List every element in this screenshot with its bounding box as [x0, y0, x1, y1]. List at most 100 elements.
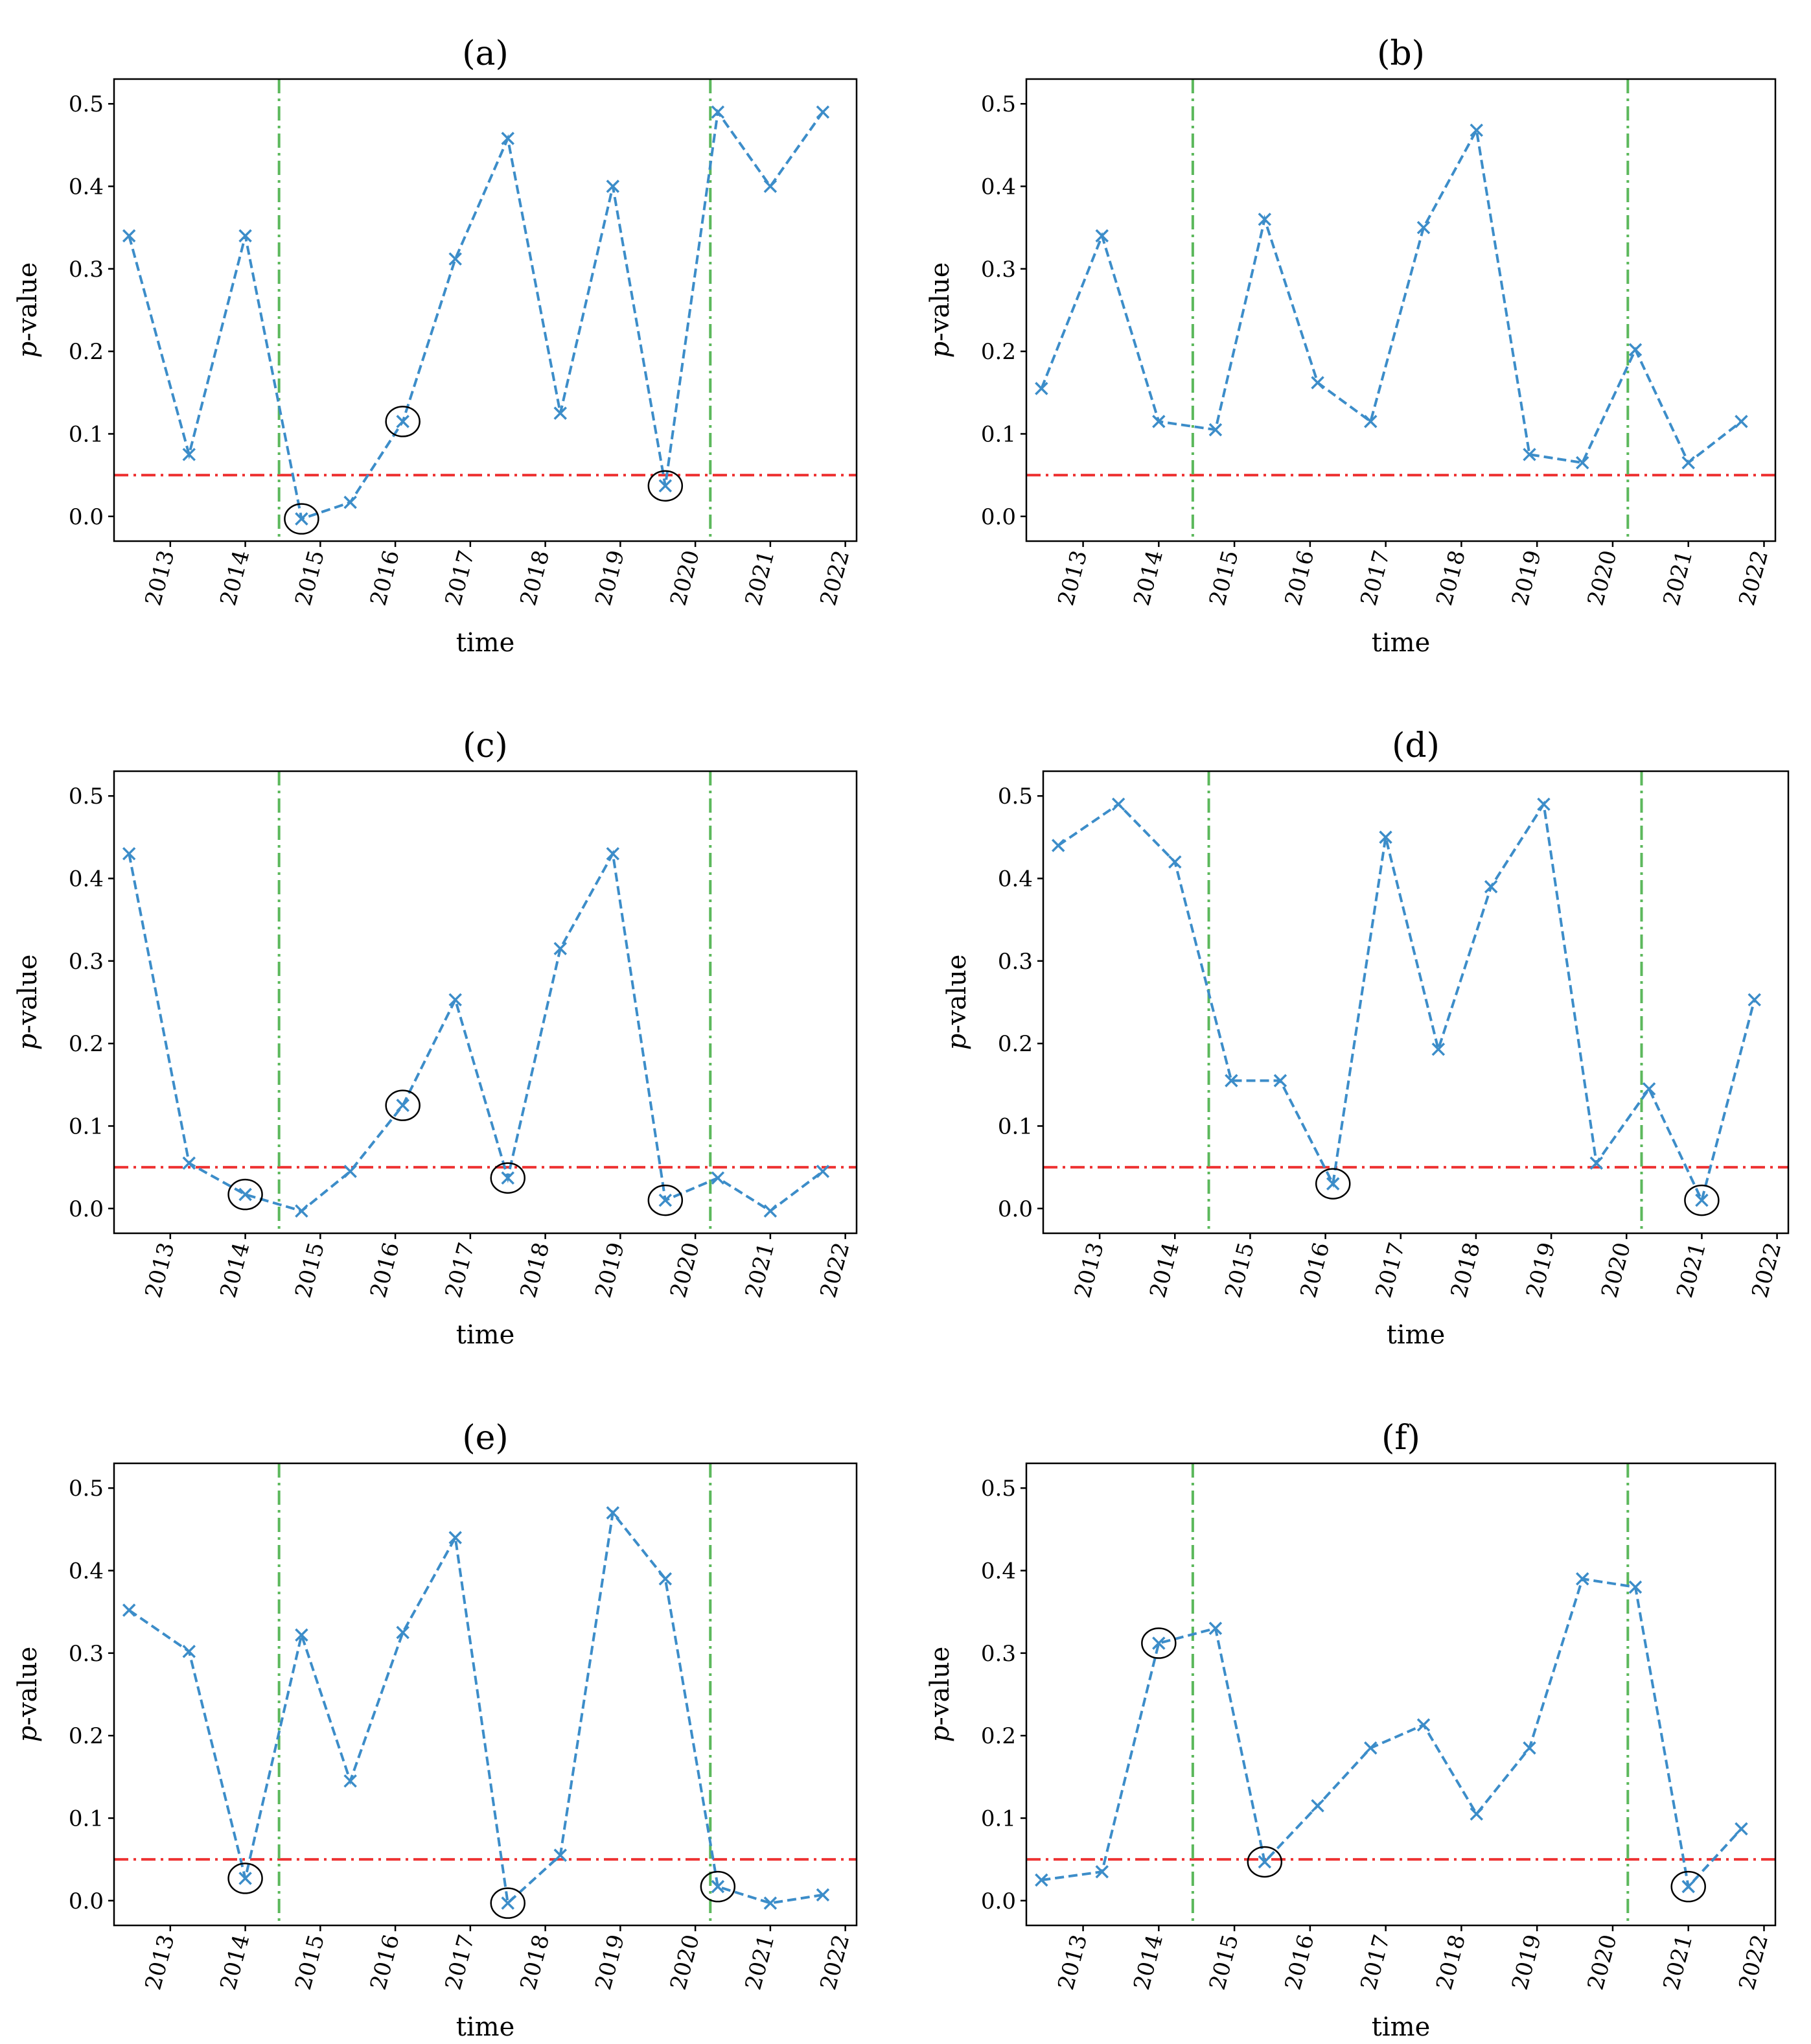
- highlight-circle: [1141, 1627, 1177, 1659]
- y-axis-label-italic: p: [13, 1034, 43, 1051]
- x-tick-label: 2016: [1280, 1932, 1320, 1993]
- data-point-marker: [1416, 1718, 1431, 1732]
- data-point-marker: [1258, 213, 1272, 226]
- data-point-marker: [501, 132, 514, 145]
- x-tick-label: 2019: [1521, 1240, 1561, 1301]
- x-tick-label: 2013: [1053, 1932, 1092, 1993]
- y-tick-label: 0.3: [998, 949, 1033, 975]
- y-tick-label: 0.2: [998, 1031, 1033, 1057]
- panel-title: (f): [1381, 1419, 1420, 1458]
- y-tick-label: 0.4: [981, 174, 1016, 200]
- series-line: [128, 108, 824, 521]
- data-point-marker: [1484, 880, 1498, 894]
- data-point-marker: [122, 1603, 136, 1617]
- x-tick-label: 2016: [365, 1932, 405, 1993]
- y-tick-label: 0.0: [69, 1196, 104, 1222]
- series-line: [1041, 1577, 1742, 1890]
- data-point-marker: [182, 448, 196, 461]
- x-tick-label: 2019: [1507, 1932, 1547, 1993]
- data-point-marker: [1326, 1177, 1340, 1190]
- series-line: [128, 850, 824, 1213]
- y-tick-label: 0.5: [998, 784, 1033, 809]
- x-tick-label: 2014: [1129, 1932, 1168, 1993]
- data-point-marker: [553, 942, 567, 955]
- data-point-marker: [1431, 1042, 1446, 1056]
- highlight-circle: [1670, 1870, 1706, 1903]
- data-point-marker: [1095, 229, 1109, 243]
- panel-title: (b): [1377, 34, 1425, 73]
- highlight-circle: [227, 1178, 263, 1211]
- y-tick-label: 0.3: [981, 1641, 1016, 1667]
- highlight-circle: [1315, 1168, 1351, 1200]
- data-point-marker: [122, 229, 136, 243]
- x-tick-label: 2021: [741, 1932, 780, 1993]
- data-point-marker: [1748, 993, 1761, 1006]
- y-tick-label: 0.3: [69, 257, 104, 283]
- data-point-marker: [816, 1888, 830, 1902]
- axes-frame: [113, 770, 858, 1235]
- x-axis-label: time: [1372, 2012, 1430, 2042]
- x-tick-label: 2014: [1129, 548, 1168, 609]
- highlight-circle: [490, 1887, 525, 1919]
- x-tick-label: 2015: [1220, 1240, 1260, 1301]
- highlight-circle: [700, 1870, 736, 1903]
- x-axis-label: time: [456, 628, 514, 658]
- data-point-marker: [343, 495, 357, 509]
- y-tick-label: 0.3: [981, 257, 1016, 283]
- x-axis-label: time: [1372, 628, 1430, 658]
- x-tick-label: 2021: [1672, 1240, 1711, 1301]
- x-tick-label: 2017: [441, 1932, 480, 1993]
- y-tick-label: 0.1: [998, 1113, 1033, 1139]
- y-tick-label: 0.1: [981, 421, 1016, 447]
- data-point-marker: [1095, 1865, 1109, 1879]
- data-point-marker: [295, 1628, 308, 1642]
- data-point-marker: [1470, 1807, 1484, 1821]
- x-tick-label: 2014: [215, 1240, 255, 1301]
- data-point-marker: [711, 105, 725, 119]
- data-point-marker: [1379, 830, 1392, 844]
- x-tick-label: 2020: [665, 548, 705, 609]
- series-line: [1057, 800, 1756, 1204]
- plot-area: [1026, 79, 1775, 541]
- panel-b: (b) 0.0 0.1 0.2 0.3 0.4 0.5 2013 2014 2015 2016 201…: [925, 34, 1777, 658]
- x-tick-label: 2020: [665, 1240, 705, 1301]
- y-tick-label: 0.3: [69, 1641, 104, 1667]
- data-point-marker: [1208, 1621, 1223, 1635]
- data-point-marker: [1258, 1855, 1272, 1869]
- data-point-marker: [1681, 1879, 1695, 1894]
- data-point-marker: [1111, 797, 1125, 811]
- data-point-marker: [763, 1896, 778, 1910]
- data-point-marker: [1035, 1873, 1048, 1887]
- data-point-marker: [1628, 1580, 1643, 1594]
- data-point-marker: [396, 415, 409, 428]
- data-point-marker: [122, 847, 136, 861]
- data-point-marker: [658, 1572, 673, 1586]
- x-tick-label: 2013: [140, 548, 179, 609]
- y-tick-label: 0.5: [69, 1476, 104, 1502]
- data-point-marker: [501, 1171, 514, 1185]
- x-tick-label: 2020: [1583, 548, 1622, 609]
- data-point-marker: [763, 180, 778, 193]
- x-tick-label: 2013: [1070, 1240, 1109, 1301]
- x-tick-label: 2015: [1205, 1932, 1244, 1993]
- x-tick-label: 2021: [741, 1240, 780, 1301]
- data-point-marker: [763, 1204, 778, 1218]
- data-point-marker: [816, 1165, 830, 1178]
- data-point-marker: [238, 1187, 252, 1202]
- x-tick-label: 2016: [365, 548, 405, 609]
- x-tick-label: 2015: [290, 548, 330, 609]
- y-tick-label: 0.5: [69, 91, 104, 117]
- plot-area: [114, 771, 857, 1233]
- data-point-marker: [501, 1896, 514, 1910]
- x-tick-label: 2013: [1053, 548, 1092, 609]
- data-point-marker: [1152, 1636, 1166, 1650]
- y-axis-label-rest: -value: [925, 1647, 955, 1726]
- plot-area: [1043, 771, 1788, 1233]
- x-axis-label: time: [1387, 1320, 1445, 1350]
- panel-c: (c) 0.0 0.1 0.2 0.3 0.4 0.5 2013 2014 2015 2016 201…: [13, 726, 858, 1350]
- y-axis-label: p-value: [925, 262, 955, 358]
- x-tick-label: 2018: [515, 1240, 555, 1301]
- x-tick-label: 2018: [1431, 1932, 1471, 1993]
- data-point-marker: [396, 1625, 409, 1640]
- x-tick-label: 2017: [441, 548, 480, 609]
